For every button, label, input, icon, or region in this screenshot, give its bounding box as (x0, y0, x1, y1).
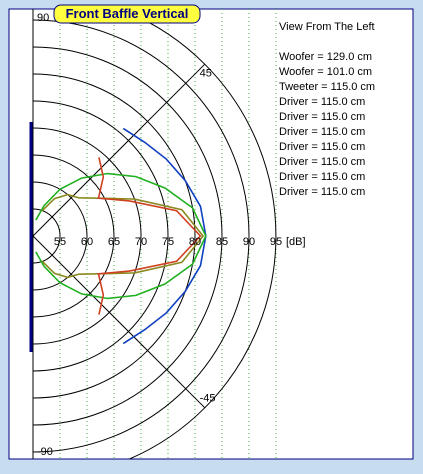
angle-line (32, 235, 206, 409)
angle-tick-label: 45 (200, 67, 212, 79)
legend-text: Driver = 115.0 cm (279, 111, 365, 123)
r-tick-label: 60 (81, 236, 93, 248)
legend-text: Driver = 115.0 cm (279, 156, 365, 168)
r-tick-label: 75 (162, 236, 174, 248)
grid-circle (32, 46, 223, 426)
angle-tick-label: -90 (37, 446, 53, 458)
grid-circle (32, 181, 88, 291)
grid-circle (32, 208, 61, 264)
legend-text: Driver = 115.0 cm (279, 141, 365, 153)
legend-text: Tweeter = 115.0 cm (279, 81, 375, 93)
r-tick-label: 95 (270, 236, 282, 248)
angle-tick-label: 90 (37, 12, 49, 24)
r-tick-label: 65 (108, 236, 120, 248)
r-axis-label: [dB] (286, 236, 306, 248)
grid-circle (32, 19, 250, 453)
series-line (97, 157, 202, 315)
legend-text: View From The Left (279, 21, 375, 33)
title-box (53, 4, 201, 24)
legend-text: Driver = 115.0 cm (279, 171, 365, 183)
r-tick-label: 80 (189, 236, 201, 248)
grid-circle (32, 100, 169, 372)
grid-circle (32, 73, 196, 399)
legend-text: Driver = 115.0 cm (279, 96, 365, 108)
r-tick-label: 70 (135, 236, 147, 248)
legend-text: Driver = 115.0 cm (279, 126, 365, 138)
series-line (41, 193, 205, 279)
angle-tick-label: -45 (200, 393, 216, 405)
legend-text: Driver = 115.0 cm (279, 186, 365, 198)
r-tick-label: 55 (54, 236, 66, 248)
grid-circle (32, 127, 142, 345)
chart-title: Front Baffle Vertical (66, 6, 189, 21)
grid-circle (32, 154, 115, 318)
plot-area (8, 8, 414, 460)
angle-line (32, 63, 206, 237)
r-tick-label: 90 (243, 236, 255, 248)
r-tick-label: 85 (216, 236, 228, 248)
legend-text: Woofer = 101.0 cm (279, 66, 372, 78)
series-line (35, 172, 207, 300)
legend-text: Woofer = 129.0 cm (279, 51, 372, 63)
